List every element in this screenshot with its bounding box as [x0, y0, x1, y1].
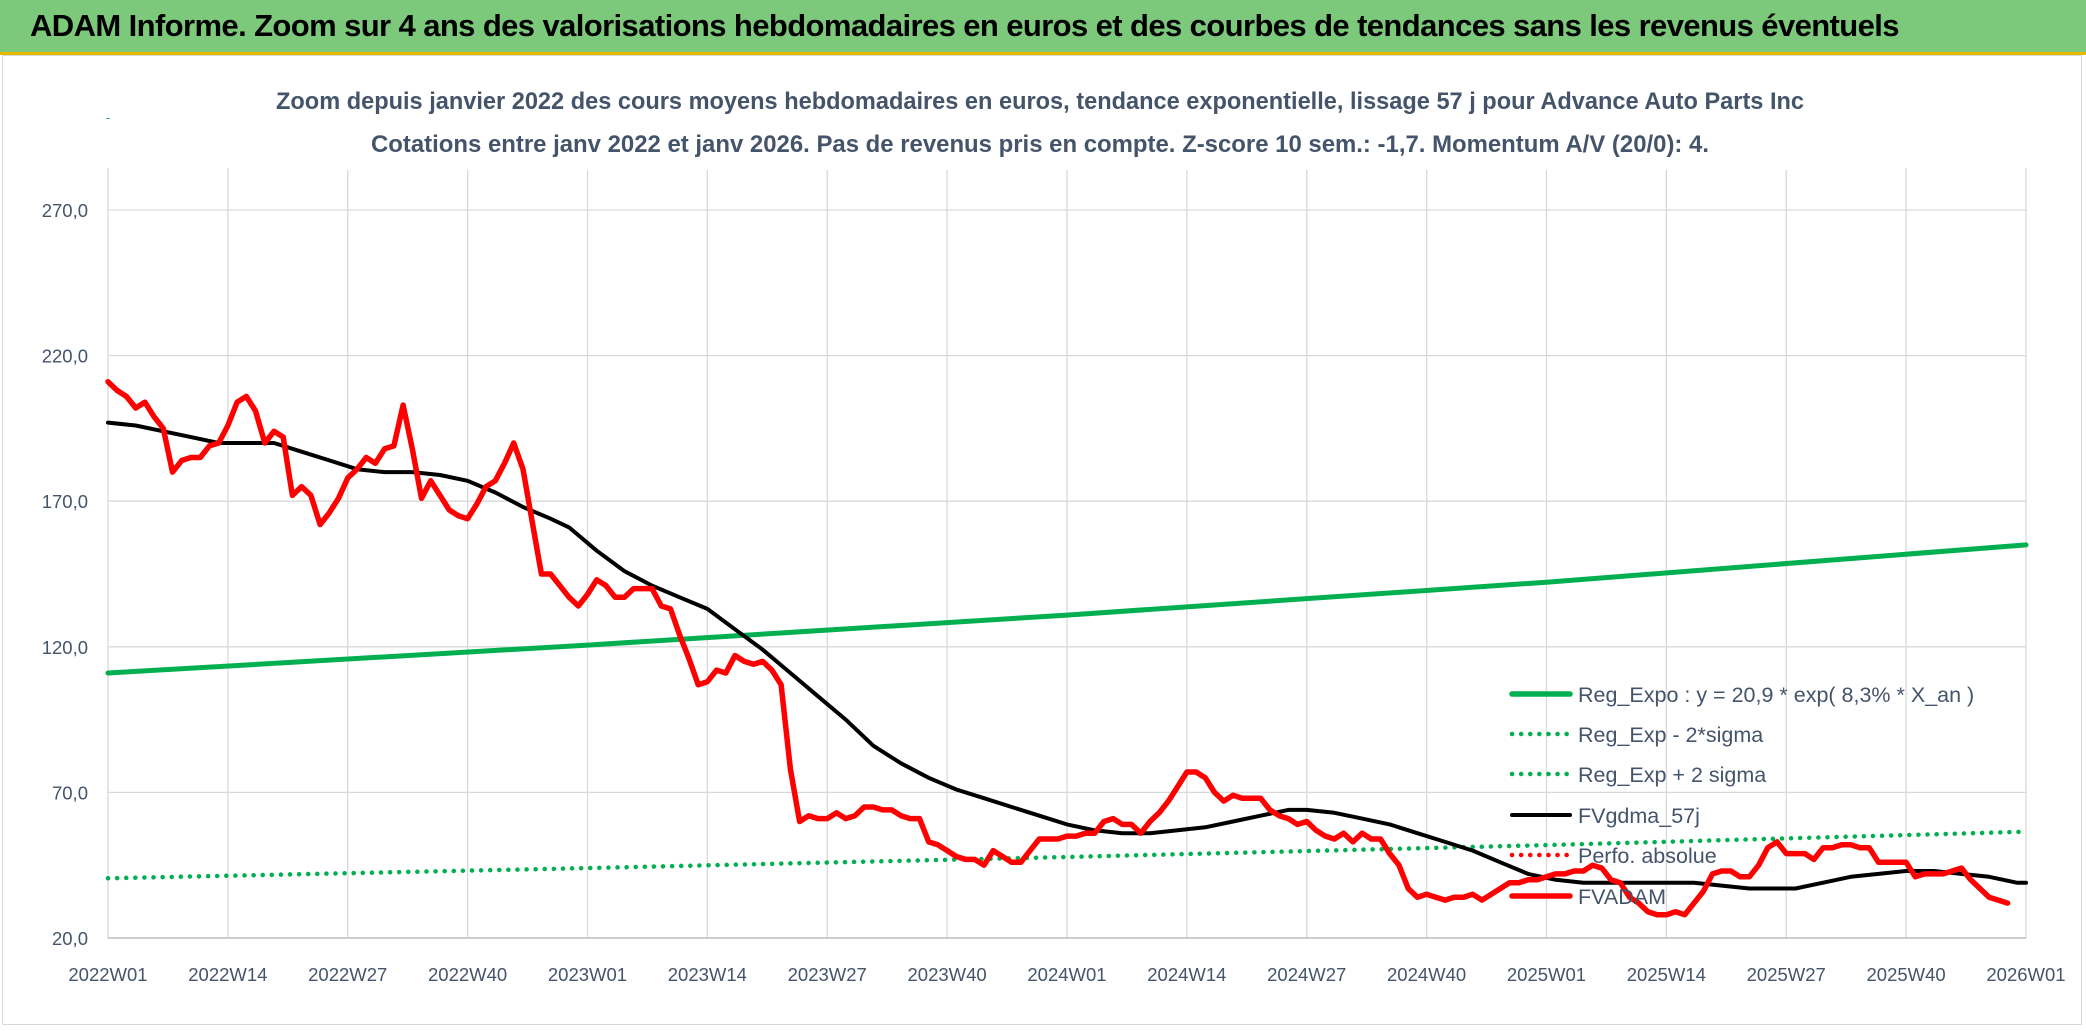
- title-backdrop: [270, 78, 1805, 170]
- legend-label: Reg_Expo : y = 20,9 * exp( 8,3% * X_an ): [1578, 683, 1974, 707]
- x-tick-label: 2024W14: [1147, 964, 1226, 985]
- plot-area: [105, 118, 2029, 918]
- report-title: ADAM Informe. Zoom sur 4 ans des valoris…: [30, 8, 1900, 43]
- legend-label: FVgdma_57j: [1578, 804, 1700, 828]
- series-line-3: [106, 420, 2028, 891]
- y-tick-label: 270,0: [42, 200, 88, 221]
- x-tick-label: 2024W27: [1267, 964, 1346, 985]
- x-tick-label: 2025W40: [1867, 964, 1946, 985]
- y-tick-label: 70,0: [52, 782, 88, 803]
- y-tick-label: 120,0: [42, 637, 88, 658]
- series-line-1: [105, 829, 2029, 881]
- report-banner: ADAM Informe. Zoom sur 4 ans des valoris…: [0, 0, 2086, 55]
- legend: Reg_Expo : y = 20,9 * exp( 8,3% * X_an )…: [1509, 683, 1974, 909]
- x-tick-label: 2023W01: [548, 964, 627, 985]
- y-tick-label: 170,0: [42, 491, 88, 512]
- chart-title: Zoom depuis janvier 2022 des cours moyen…: [276, 88, 1804, 115]
- axes: 20,0 70,0 120,0 170,0 220,0 270,0 2022W01 2022W…: [42, 200, 2066, 985]
- legend-label: Reg_Exp + 2 sigma: [1578, 763, 1766, 787]
- series-layer: [105, 118, 2029, 918]
- x-tick-label: 2023W27: [788, 964, 867, 985]
- x-tick-label: 2022W01: [68, 964, 147, 985]
- x-tick-label: 2025W27: [1747, 964, 1826, 985]
- chart-frame: [2, 55, 2082, 1025]
- legend-label: Perfo. absolue: [1578, 844, 1717, 868]
- x-tick-label: 2024W01: [1027, 964, 1106, 985]
- x-tick-label: 2022W40: [428, 964, 507, 985]
- series-line-0: [105, 542, 2029, 676]
- y-tick-label: 20,0: [52, 928, 88, 949]
- x-tick-label: 2025W14: [1627, 964, 1706, 985]
- x-tick-label: 2025W01: [1507, 964, 1586, 985]
- y-tick-label: 220,0: [42, 346, 88, 367]
- series-line-5: [105, 379, 2011, 918]
- x-tick-label: 2024W40: [1387, 964, 1466, 985]
- chart-subtitle: Cotations entre janv 2022 et janv 2026. …: [371, 131, 1709, 158]
- x-tick-label: 2026W01: [1986, 964, 2065, 985]
- title-layer: Zoom depuis janvier 2022 des cours moyen…: [270, 78, 1805, 170]
- legend-label: FVADAM: [1578, 885, 1666, 909]
- legend-label: Reg_Exp - 2*sigma: [1578, 723, 1763, 747]
- x-tick-label: 2022W27: [308, 964, 387, 985]
- x-tick-label: 2022W14: [188, 964, 267, 985]
- x-tick-label: 2023W40: [908, 964, 987, 985]
- x-tick-label: 2023W14: [668, 964, 747, 985]
